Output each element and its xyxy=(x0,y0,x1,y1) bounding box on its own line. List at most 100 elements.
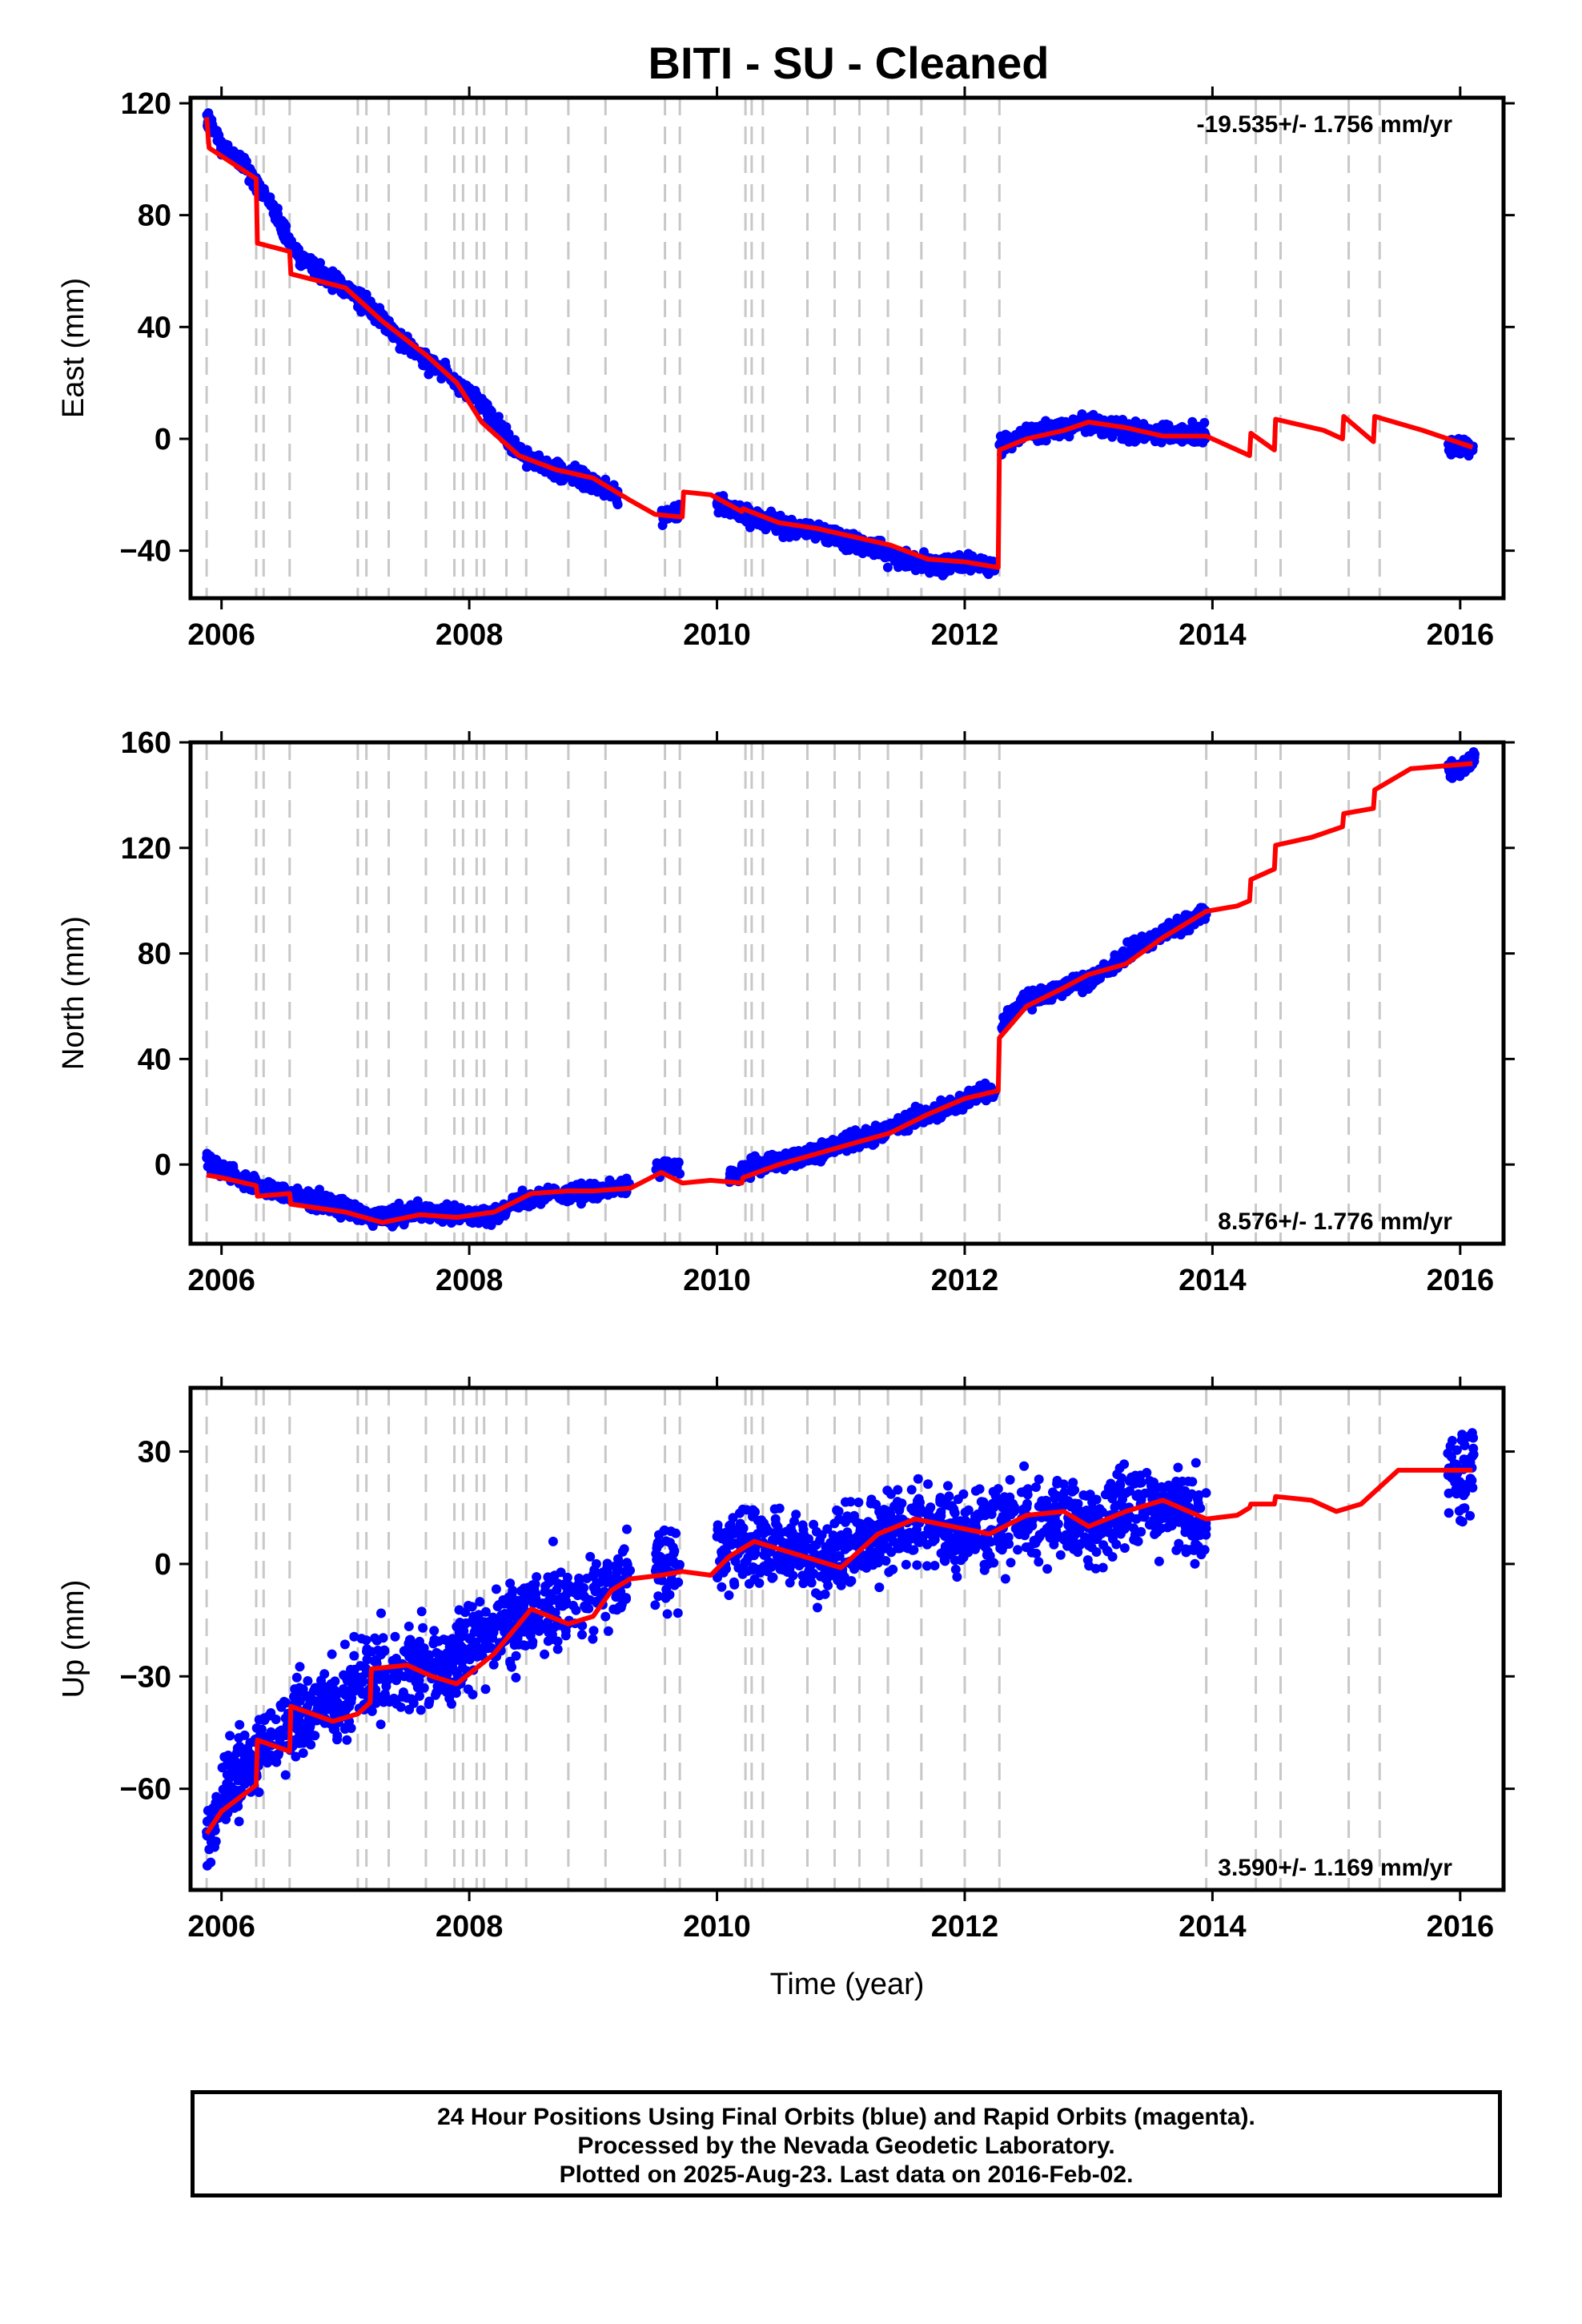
data-point xyxy=(243,1747,253,1757)
data-point xyxy=(226,1782,236,1791)
data-point xyxy=(436,373,447,384)
data-point xyxy=(394,1198,404,1208)
data-point xyxy=(617,1546,628,1557)
data-point xyxy=(821,536,831,546)
x-tick-label: 2012 xyxy=(931,1264,999,1297)
y-tick-label: 40 xyxy=(138,311,171,344)
x-tick-label: 2006 xyxy=(187,618,255,652)
data-point xyxy=(1106,415,1117,425)
plot-area xyxy=(202,98,1478,598)
plot-frame xyxy=(188,740,1506,1246)
data-point xyxy=(1069,415,1079,425)
data-point xyxy=(275,1732,285,1743)
data-point xyxy=(370,1633,380,1643)
data-point xyxy=(507,1589,517,1599)
data-point xyxy=(622,1558,632,1568)
data-point xyxy=(735,1168,745,1178)
data-point xyxy=(225,1731,235,1741)
x-tick-label: 2016 xyxy=(1427,618,1495,652)
data-point xyxy=(281,1698,291,1708)
data-point xyxy=(611,1592,621,1602)
data-point xyxy=(660,1156,669,1166)
data-point xyxy=(335,274,346,284)
data-point xyxy=(474,1643,484,1654)
data-point xyxy=(622,1524,632,1534)
data-point xyxy=(588,1570,599,1580)
data-point xyxy=(254,1787,264,1797)
data-point xyxy=(919,560,929,570)
data-point xyxy=(207,1156,218,1167)
data-point xyxy=(612,500,623,509)
data-point xyxy=(1170,424,1181,435)
data-point xyxy=(349,1680,359,1691)
data-point xyxy=(621,1173,632,1184)
data-point xyxy=(432,1687,442,1698)
data-point xyxy=(291,1751,301,1762)
data-point xyxy=(378,1633,388,1643)
data-point xyxy=(621,1594,631,1604)
data-point xyxy=(1085,412,1095,422)
y-tick-label: 40 xyxy=(138,1043,171,1076)
data-point xyxy=(313,1191,323,1201)
data-point xyxy=(254,1715,264,1725)
data-point xyxy=(953,1104,963,1114)
data-point xyxy=(202,1148,212,1159)
data-point xyxy=(1464,751,1474,761)
data-point xyxy=(531,1197,541,1208)
data-point xyxy=(362,1655,372,1665)
data-point xyxy=(346,1664,355,1675)
data-point xyxy=(777,526,787,537)
data-point xyxy=(501,422,512,432)
data-point xyxy=(315,258,325,268)
data-point xyxy=(584,1603,594,1614)
data-point xyxy=(210,1842,219,1852)
data-point xyxy=(585,1551,596,1562)
data-point xyxy=(307,1717,317,1727)
data-point xyxy=(548,1571,559,1582)
model-line xyxy=(204,117,1474,570)
data-point xyxy=(1130,941,1140,951)
data-point xyxy=(250,1173,260,1184)
data-point xyxy=(259,187,270,197)
data-point xyxy=(568,1587,579,1598)
data-point xyxy=(239,1730,250,1740)
data-point xyxy=(600,1611,611,1622)
data-point xyxy=(488,1659,499,1670)
data-point xyxy=(999,1016,1010,1027)
data-point xyxy=(429,1634,440,1645)
data-point xyxy=(580,1193,589,1204)
data-point xyxy=(223,1751,234,1760)
data-point xyxy=(558,476,568,486)
data-point xyxy=(454,1650,464,1660)
data-point xyxy=(840,538,850,548)
data-point xyxy=(511,1672,521,1683)
data-point xyxy=(614,1602,624,1612)
data-point xyxy=(339,1700,350,1711)
panel-east: 2006 2008 2010 2012 2014 2016−4004080120East … xyxy=(57,86,1515,652)
x-tick-label: 2008 xyxy=(436,618,504,652)
data-point xyxy=(540,1649,550,1659)
data-point xyxy=(397,340,408,351)
data-point xyxy=(456,1640,466,1651)
data-point xyxy=(480,1606,491,1617)
data-point xyxy=(476,399,487,409)
data-point xyxy=(390,1631,400,1642)
data-point xyxy=(280,1770,291,1780)
data-point xyxy=(844,545,854,555)
data-point xyxy=(306,1739,316,1750)
data-point xyxy=(295,1662,305,1672)
data-point xyxy=(476,1633,487,1643)
data-point xyxy=(876,544,885,554)
x-tick-label: 2016 xyxy=(1427,1264,1495,1297)
data-point xyxy=(613,1554,623,1564)
data-point xyxy=(342,1735,352,1745)
rate-label: -19.535+/- 1.756 mm/yr xyxy=(1197,111,1453,138)
data-point xyxy=(466,1617,476,1627)
data-point xyxy=(341,1722,351,1732)
data-point xyxy=(527,1639,537,1650)
x-tick-label: 2014 xyxy=(1178,1264,1247,1297)
data-point xyxy=(441,1683,452,1694)
data-point xyxy=(577,1630,587,1640)
data-point xyxy=(1021,421,1031,432)
